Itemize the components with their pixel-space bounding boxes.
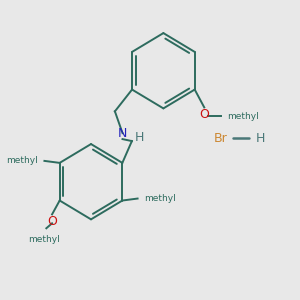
Text: O: O: [199, 108, 209, 122]
Text: methyl: methyl: [6, 156, 38, 165]
Text: Br: Br: [214, 132, 227, 145]
Text: N: N: [118, 127, 127, 140]
Text: methyl: methyl: [144, 194, 176, 203]
Text: O: O: [47, 215, 57, 228]
Text: H: H: [256, 132, 265, 145]
Text: methyl: methyl: [227, 112, 259, 121]
Text: methyl: methyl: [28, 235, 60, 244]
Text: H: H: [135, 130, 144, 144]
